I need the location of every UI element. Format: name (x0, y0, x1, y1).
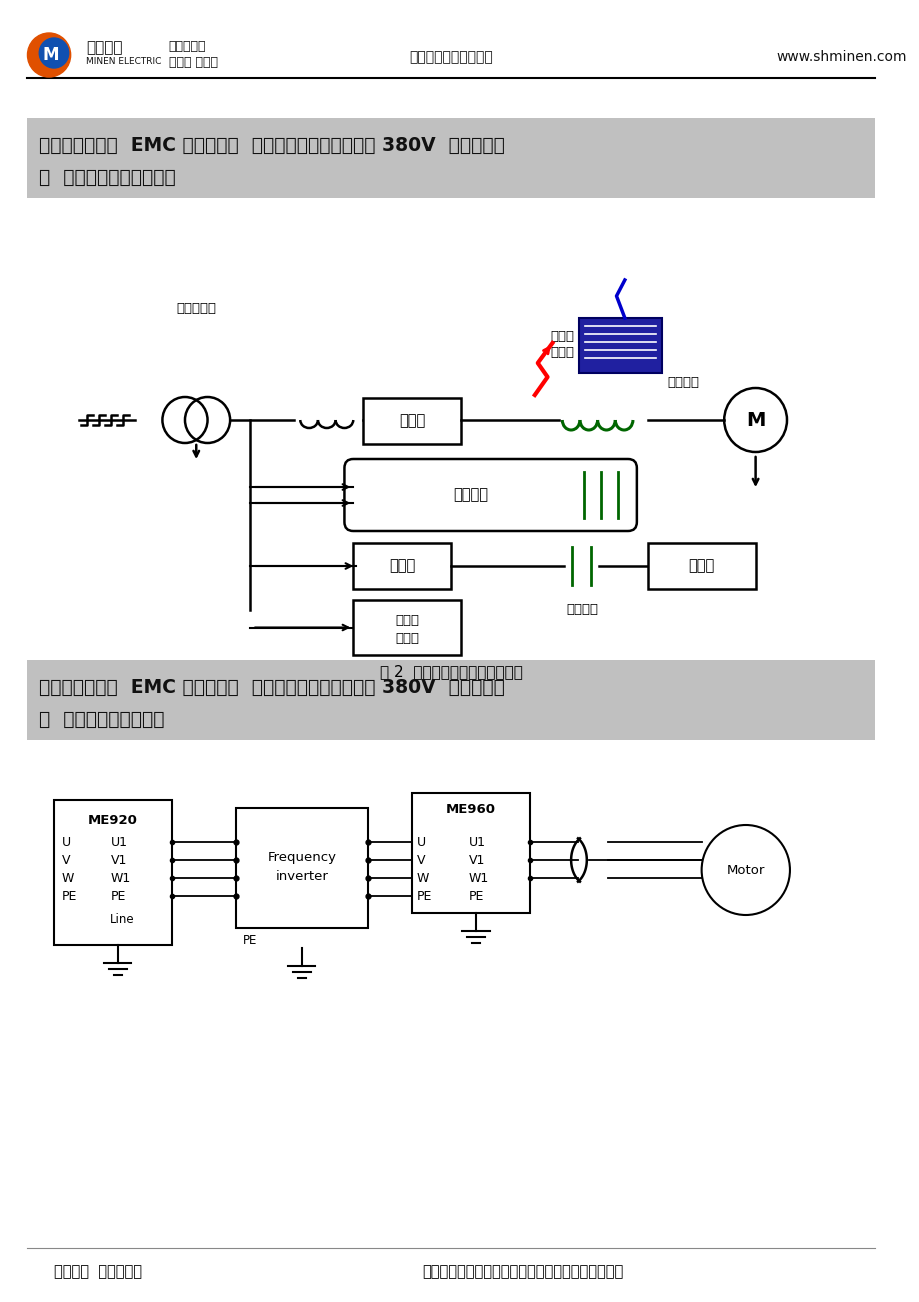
Text: U: U (62, 836, 71, 849)
Text: inverter: inverter (275, 870, 328, 883)
Circle shape (40, 38, 69, 68)
FancyBboxPatch shape (578, 318, 662, 372)
Text: Motor: Motor (726, 863, 764, 876)
Text: 六、上海滤波器  EMC 输入滤波器  变频器专滤波器三相三线 380V  民恩厂家直: 六、上海滤波器 EMC 输入滤波器 变频器专滤波器三相三线 380V 民恩厂家直 (40, 678, 505, 697)
Text: 销  变频器干扰范围图示。: 销 变频器干扰范围图示。 (40, 168, 176, 187)
Text: PE: PE (62, 889, 77, 902)
FancyBboxPatch shape (353, 543, 451, 589)
Text: W: W (416, 871, 429, 884)
Text: PE: PE (244, 934, 257, 947)
Text: V: V (416, 854, 425, 867)
Text: 变频器: 变频器 (399, 414, 425, 428)
Text: V1: V1 (111, 854, 127, 867)
FancyBboxPatch shape (344, 460, 636, 531)
Text: 销  滤波器安装接线图。: 销 滤波器安装接线图。 (40, 710, 165, 729)
Text: 辐射干扰: 辐射干扰 (666, 376, 698, 389)
Text: 子电路: 子电路 (395, 631, 419, 644)
Text: PE: PE (416, 889, 432, 902)
Text: 如有需要请您联系《上海民恩电气有限公司》咨询！: 如有需要请您联系《上海民恩电气有限公司》咨询！ (422, 1264, 622, 1280)
Text: M: M (42, 46, 59, 64)
FancyBboxPatch shape (353, 600, 460, 655)
Text: W: W (62, 871, 74, 884)
Text: 民恩电气: 民恩电气 (86, 40, 123, 56)
Text: 传感器: 传感器 (687, 559, 714, 573)
Text: M: M (745, 411, 765, 431)
FancyBboxPatch shape (647, 543, 754, 589)
FancyBboxPatch shape (235, 809, 368, 928)
Text: U1: U1 (111, 836, 128, 849)
Text: MINEN ELECTRIC: MINEN ELECTRIC (86, 57, 162, 66)
Text: U1: U1 (469, 836, 485, 849)
Text: 感应干扰: 感应干扰 (565, 603, 597, 616)
Text: 放大器: 放大器 (389, 559, 415, 573)
FancyBboxPatch shape (412, 793, 529, 913)
Text: U: U (416, 836, 425, 849)
Text: 五、上海滤波器  EMC 输入滤波器  变频器专滤波器三相三线 380V  民恩厂家直: 五、上海滤波器 EMC 输入滤波器 变频器专滤波器三相三线 380V 民恩厂家直 (40, 135, 505, 155)
Text: 传导干扰: 传导干扰 (453, 487, 488, 503)
Text: 电抗器 滤波器: 电抗器 滤波器 (168, 56, 218, 69)
Text: 专业供应商: 专业供应商 (168, 39, 206, 52)
Text: PE: PE (111, 889, 126, 902)
FancyBboxPatch shape (363, 398, 460, 444)
Text: PE: PE (469, 889, 484, 902)
Text: W1: W1 (469, 871, 489, 884)
Circle shape (28, 33, 71, 77)
Text: 其他电: 其他电 (395, 615, 419, 628)
FancyBboxPatch shape (28, 660, 874, 740)
Text: 电源变压器: 电源变压器 (176, 302, 216, 315)
Text: 接收机: 接收机 (550, 346, 573, 359)
FancyBboxPatch shape (28, 118, 874, 198)
FancyBboxPatch shape (54, 799, 172, 945)
Text: 无线电: 无线电 (550, 329, 573, 342)
Text: V: V (62, 854, 70, 867)
Text: ME920: ME920 (88, 814, 138, 827)
Text: 变频器专用滤波器系列: 变频器专用滤波器系列 (409, 49, 493, 64)
Text: 民恩制造  扬民族品牌: 民恩制造 扬民族品牌 (54, 1264, 142, 1280)
Text: Frequency: Frequency (267, 852, 335, 865)
Text: V1: V1 (469, 854, 485, 867)
Text: ME960: ME960 (446, 803, 495, 816)
Text: W1: W1 (111, 871, 131, 884)
Text: 图 2  变频器输出侧谐波干扰途径: 图 2 变频器输出侧谐波干扰途径 (380, 664, 522, 680)
Text: Line: Line (110, 913, 135, 926)
Text: www.shminen.com: www.shminen.com (776, 49, 906, 64)
